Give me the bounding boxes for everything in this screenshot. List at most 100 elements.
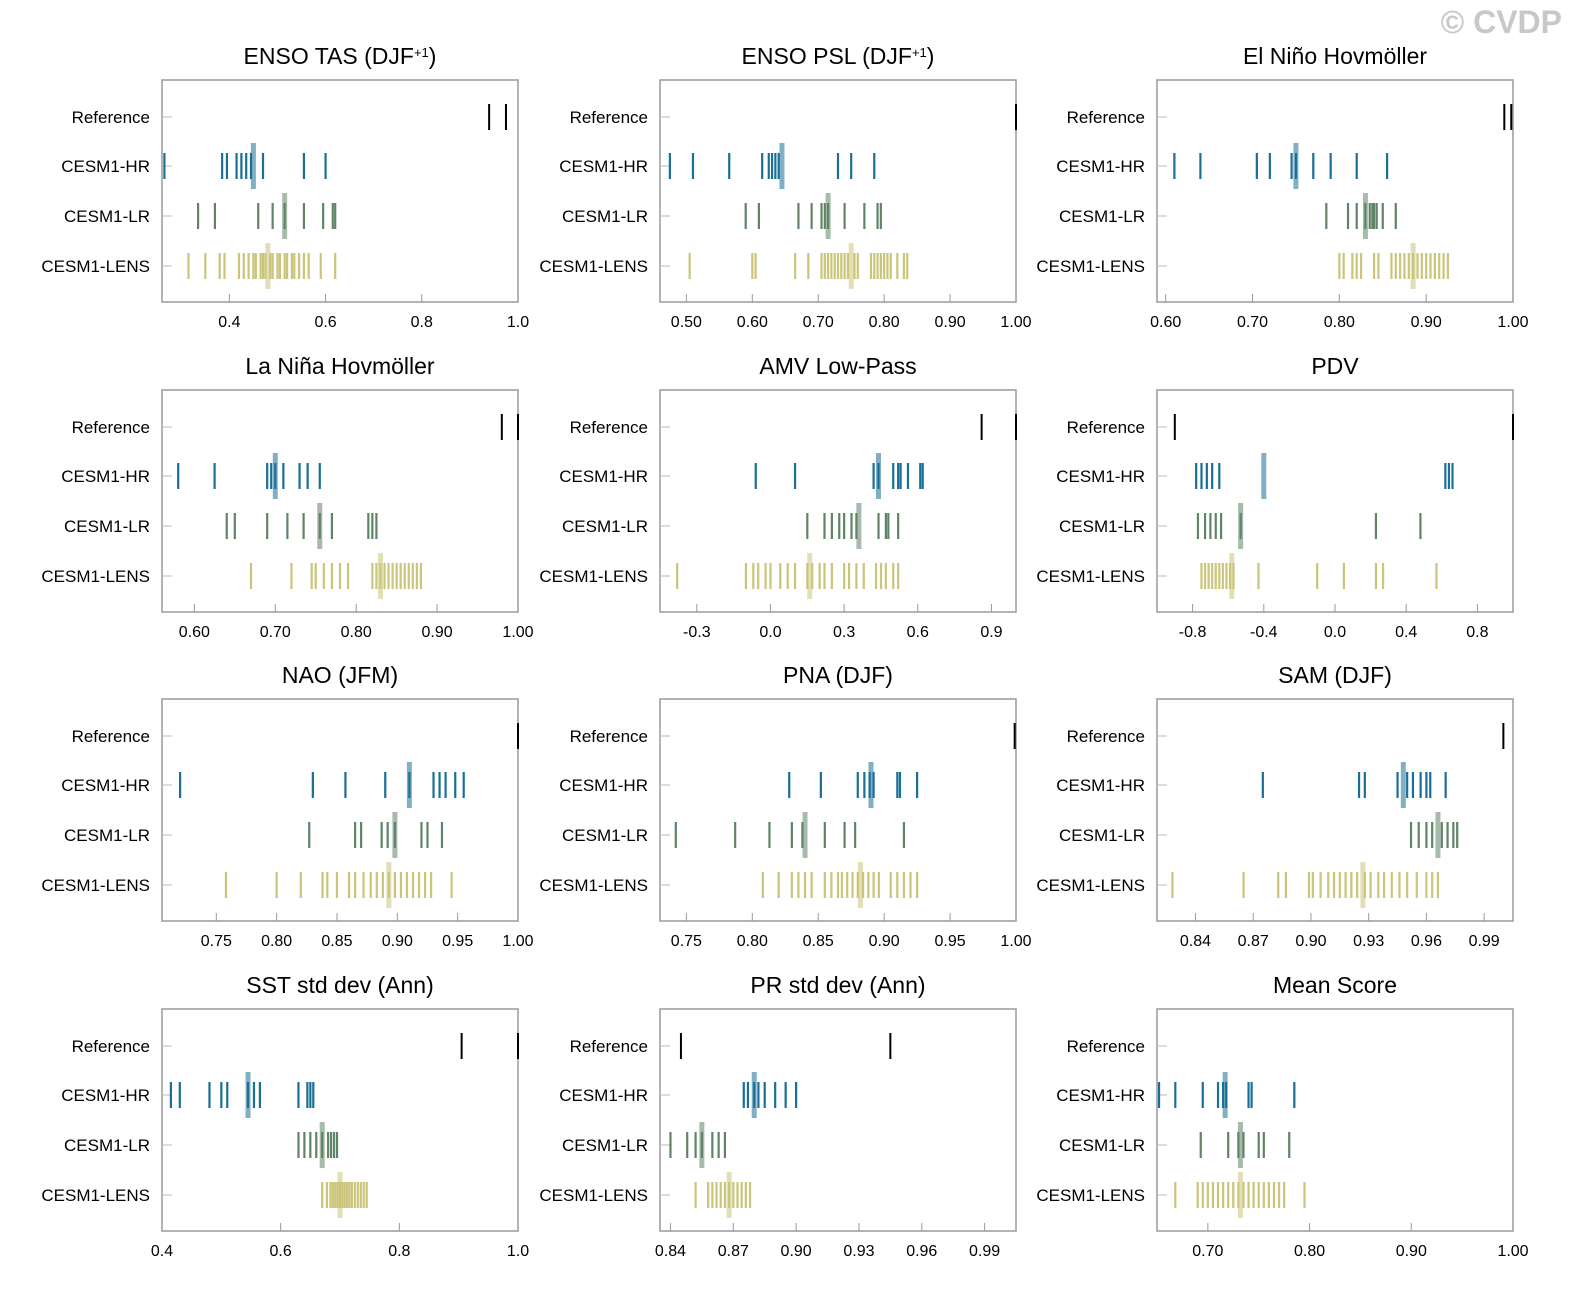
x-tick-label: 0.90 [935, 314, 966, 331]
panel-3: El Niño Hovmöller Reference CESM1-HR CESM1-… [1036, 43, 1528, 331]
x-tick-label: 0.84 [1180, 933, 1211, 950]
row-label-cesm1-lens: CESM1-LENS [1036, 1186, 1145, 1205]
x-tick-label: -0.4 [1250, 624, 1278, 641]
x-tick-label: 0.87 [1238, 933, 1269, 950]
row-label-cesm1-lr: CESM1-LR [64, 517, 150, 536]
title-superscript: +1 [414, 45, 429, 60]
x-tick-label: 1.0 [507, 314, 529, 331]
plot-frame [659, 79, 1017, 303]
panel-12: Mean Score Reference CESM1-HR CESM1-LR CESM1… [1036, 972, 1528, 1260]
panel-title: ENSO TAS (DJF+1) [244, 43, 437, 69]
x-tick-label: 0.9 [980, 624, 1002, 641]
plot-frame [161, 1008, 519, 1232]
row-label-cesm1-hr: CESM1-HR [559, 1086, 648, 1105]
panel-title: NAO (JFM) [282, 662, 398, 688]
row-label-cesm1-lr: CESM1-LR [562, 1136, 648, 1155]
row-label-cesm1-hr: CESM1-HR [559, 157, 648, 176]
row-label-reference: Reference [72, 108, 150, 127]
plot-frame [659, 698, 1017, 922]
x-tick-label: 0.90 [869, 933, 900, 950]
x-tick-label: 0.90 [1411, 314, 1442, 331]
x-tick-label: 0.85 [803, 933, 834, 950]
row-label-reference: Reference [570, 727, 648, 746]
x-tick-label: 0.84 [655, 1243, 686, 1260]
row-label-cesm1-hr: CESM1-HR [61, 157, 150, 176]
row-label-reference: Reference [1067, 418, 1145, 437]
row-label-cesm1-lr: CESM1-LR [1059, 517, 1145, 536]
x-tick-label: 0.70 [260, 624, 291, 641]
x-tick-label: 0.80 [869, 314, 900, 331]
row-label-reference: Reference [570, 418, 648, 437]
x-tick-label: 1.0 [507, 1243, 529, 1260]
x-tick-label: 0.60 [179, 624, 210, 641]
x-tick-label: 0.90 [382, 933, 413, 950]
row-label-cesm1-lens: CESM1-LENS [539, 257, 648, 276]
panel-11: PR std dev (Ann) Reference CESM1-HR CESM1-L… [539, 972, 1017, 1260]
panel-title: SAM (DJF) [1278, 662, 1392, 688]
row-label-reference: Reference [72, 727, 150, 746]
row-label-cesm1-hr: CESM1-HR [61, 467, 150, 486]
x-tick-label: 0.90 [781, 1243, 812, 1260]
row-label-cesm1-hr: CESM1-HR [1056, 157, 1145, 176]
row-label-cesm1-hr: CESM1-HR [1056, 467, 1145, 486]
plot-frame [161, 389, 519, 613]
x-tick-label: 1.00 [502, 624, 533, 641]
row-label-cesm1-hr: CESM1-HR [559, 467, 648, 486]
panel-1: ENSO TAS (DJF+1) Reference CESM1-HR CESM1-L… [41, 43, 529, 331]
x-tick-label: 0.4 [1395, 624, 1417, 641]
row-label-cesm1-lens: CESM1-LENS [41, 876, 150, 895]
row-label-cesm1-hr: CESM1-HR [61, 776, 150, 795]
panel-title: El Niño Hovmöller [1243, 43, 1427, 69]
x-tick-label: 0.75 [201, 933, 232, 950]
x-tick-label: 0.96 [1411, 933, 1442, 950]
row-label-cesm1-lens: CESM1-LENS [539, 567, 648, 586]
panel-10: SST std dev (Ann) Reference CESM1-HR CESM1-… [41, 972, 529, 1260]
plot-frame [1156, 698, 1514, 922]
x-tick-label: 0.0 [1324, 624, 1346, 641]
plot-frame [659, 389, 1017, 613]
x-tick-label: 1.00 [502, 933, 533, 950]
panel-title: PNA (DJF) [783, 662, 893, 688]
row-label-reference: Reference [1067, 108, 1145, 127]
x-tick-label: 0.80 [261, 933, 292, 950]
row-label-cesm1-lens: CESM1-LENS [1036, 567, 1145, 586]
x-tick-label: 0.90 [422, 624, 453, 641]
x-tick-label: 0.70 [1237, 314, 1268, 331]
row-label-reference: Reference [72, 418, 150, 437]
row-label-cesm1-lens: CESM1-LENS [1036, 876, 1145, 895]
row-label-cesm1-lr: CESM1-LR [1059, 207, 1145, 226]
plot-frame [161, 698, 519, 922]
row-label-cesm1-lr: CESM1-LR [64, 207, 150, 226]
row-label-cesm1-hr: CESM1-HR [559, 776, 648, 795]
x-tick-label: 0.75 [671, 933, 702, 950]
row-label-cesm1-lens: CESM1-LENS [41, 567, 150, 586]
panel-title: AMV Low-Pass [759, 353, 916, 379]
title-tail: ) [429, 43, 437, 69]
x-tick-label: 1.00 [1000, 314, 1031, 331]
x-tick-label: 0.93 [843, 1243, 874, 1260]
row-label-cesm1-lr: CESM1-LR [562, 826, 648, 845]
panel-5: AMV Low-Pass Reference CESM1-HR CESM1-LR CES… [539, 353, 1017, 641]
row-label-cesm1-hr: CESM1-HR [1056, 776, 1145, 795]
row-label-cesm1-lr: CESM1-LR [64, 826, 150, 845]
row-label-reference: Reference [570, 1037, 648, 1056]
plot-frame [1156, 389, 1514, 613]
plot-frame [1156, 1008, 1514, 1232]
row-label-cesm1-lr: CESM1-LR [562, 517, 648, 536]
panel-title: La Niña Hovmöller [245, 353, 435, 379]
x-tick-label: 0.80 [737, 933, 768, 950]
title-tail: ) [927, 43, 935, 69]
x-tick-label: 0.60 [1150, 314, 1181, 331]
x-tick-label: 0.60 [737, 314, 768, 331]
row-label-reference: Reference [570, 108, 648, 127]
plot-frame [161, 79, 519, 303]
x-tick-label: 0.70 [803, 314, 834, 331]
row-label-cesm1-hr: CESM1-HR [1056, 1086, 1145, 1105]
x-tick-label: 0.6 [314, 314, 336, 331]
x-tick-label: -0.8 [1179, 624, 1207, 641]
plot-frame [659, 1008, 1017, 1232]
x-tick-label: 0.8 [411, 314, 433, 331]
panel-title: ENSO PSL (DJF+1) [742, 43, 935, 69]
panel-title: PR std dev (Ann) [750, 972, 925, 998]
